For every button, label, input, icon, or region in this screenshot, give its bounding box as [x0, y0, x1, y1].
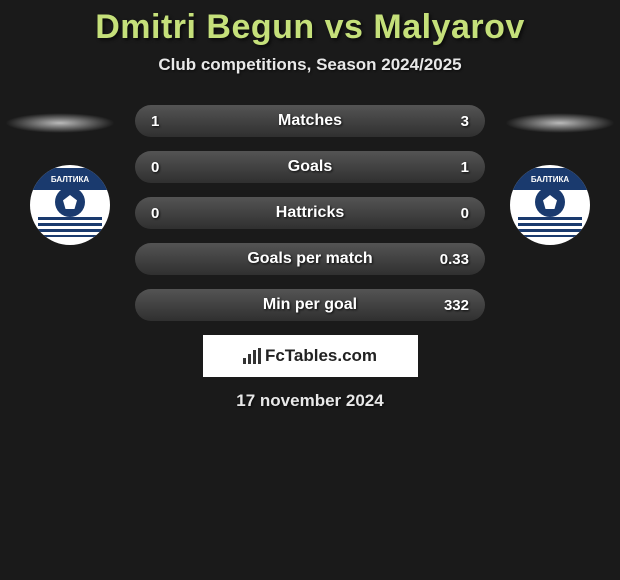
- soccer-ball-icon: [55, 187, 85, 217]
- stat-value-right: 332: [429, 297, 469, 314]
- stat-value-right: 0: [429, 205, 469, 222]
- stat-label: Min per goal: [263, 296, 357, 314]
- stats-table: 1 Matches 3 0 Goals 1 0 Hattricks 0 Goal…: [135, 105, 485, 321]
- stat-value-left: 1: [151, 113, 191, 130]
- stat-label: Matches: [278, 112, 342, 130]
- brand-box: FcTables.com: [203, 335, 418, 377]
- date-label: 17 november 2024: [0, 391, 620, 411]
- bar-chart-icon: [243, 348, 261, 364]
- stat-value-right: 1: [429, 159, 469, 176]
- stat-row: 0 Hattricks 0: [135, 197, 485, 229]
- soccer-ball-icon: [535, 187, 565, 217]
- stat-row: 1 Matches 3: [135, 105, 485, 137]
- brand-text: FcTables.com: [265, 346, 377, 366]
- stat-label: Goals: [288, 158, 332, 176]
- stat-value-left: 0: [151, 205, 191, 222]
- stat-row: Min per goal 332: [135, 289, 485, 321]
- stat-label: Goals per match: [247, 250, 372, 268]
- club-badge-right: БАЛТИКА: [500, 165, 600, 245]
- stat-label: Hattricks: [276, 204, 344, 222]
- stat-value-left: 0: [151, 159, 191, 176]
- stat-value-right: 3: [429, 113, 469, 130]
- subtitle: Club competitions, Season 2024/2025: [0, 55, 620, 75]
- badge-stripes-icon: [518, 217, 582, 237]
- stat-value-right: 0.33: [429, 251, 469, 268]
- stat-row: Goals per match 0.33: [135, 243, 485, 275]
- player-shadow-right: [505, 113, 615, 133]
- stat-row: 0 Goals 1: [135, 151, 485, 183]
- page-title: Dmitri Begun vs Malyarov: [0, 8, 620, 47]
- badge-stripes-icon: [38, 217, 102, 237]
- player-shadow-left: [5, 113, 115, 133]
- club-badge-left: БАЛТИКА: [20, 165, 120, 245]
